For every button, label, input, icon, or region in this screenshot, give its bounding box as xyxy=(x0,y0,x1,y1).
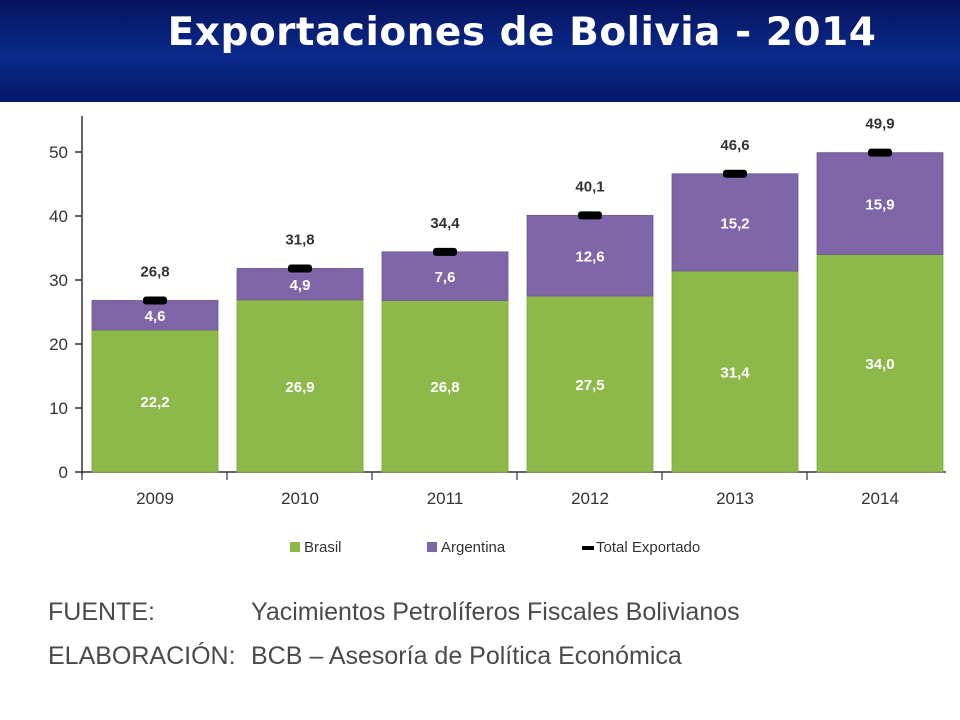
data-label-total: 34,4 xyxy=(430,215,460,232)
legend-argentina-swatch xyxy=(427,542,437,552)
bar-brasil xyxy=(236,299,364,473)
bar-argentina xyxy=(671,173,799,272)
data-label-total: 46,6 xyxy=(720,137,749,154)
data-label-argentina: 7,6 xyxy=(435,269,456,286)
data-label-argentina: 15,2 xyxy=(720,215,749,232)
y-tick-label: 20 xyxy=(49,335,68,354)
source-line: FUENTE: Yacimientos Petrolíferos Fiscales… xyxy=(48,598,740,627)
legend-argentina-label: Argentina xyxy=(441,539,506,556)
bar-brasil xyxy=(526,295,654,473)
legend-total-swatch xyxy=(582,546,594,550)
total-marker xyxy=(433,247,457,256)
data-label-total: 49,9 xyxy=(865,116,894,133)
x-tick-label: 2013 xyxy=(716,489,754,508)
total-marker xyxy=(868,148,892,157)
bar-argentina xyxy=(816,152,944,255)
bar-brasil xyxy=(91,329,219,473)
data-label-brasil: 31,4 xyxy=(720,365,750,382)
bar-argentina xyxy=(91,300,219,331)
elaboration-line: ELABORACIÓN: BCB – Asesoría de Política E… xyxy=(48,642,682,671)
stacked-bar-chart: 0 10 20 30 40 50 22,2 4,6 26,8 2009 26,9 4,9 31,8 201… xyxy=(49,116,946,556)
data-label-brasil: 34,0 xyxy=(865,356,894,373)
bar-argentina xyxy=(236,268,364,301)
data-label-brasil: 26,9 xyxy=(285,379,314,396)
x-tick-label: 2014 xyxy=(861,489,899,508)
y-tick-label: 30 xyxy=(49,271,68,290)
x-tick-label: 2012 xyxy=(571,489,609,508)
y-tick-label: 10 xyxy=(49,399,68,418)
source-label: FUENTE: xyxy=(48,598,155,626)
source-value: Yacimientos Petrolíferos Fiscales Bolivi… xyxy=(251,598,740,626)
total-marker xyxy=(143,296,167,305)
elaboration-value: BCB – Asesoría de Política Económica xyxy=(251,642,682,670)
data-label-argentina: 12,6 xyxy=(575,249,604,266)
page-title: Exportaciones de Bolivia - 2014 xyxy=(167,10,877,55)
bar-brasil xyxy=(671,270,799,473)
data-label-total: 26,8 xyxy=(140,263,169,280)
legend-brasil-label: Brasil xyxy=(304,539,342,556)
total-marker xyxy=(723,169,747,178)
x-tick-label: 2011 xyxy=(427,489,464,508)
x-tick-label: 2010 xyxy=(281,489,319,508)
total-marker xyxy=(578,211,602,220)
bar-brasil xyxy=(816,253,944,473)
legend-brasil-swatch xyxy=(290,542,300,552)
data-label-total: 40,1 xyxy=(575,178,604,195)
data-label-brasil: 26,8 xyxy=(430,379,459,396)
data-label-total: 31,8 xyxy=(285,231,314,248)
y-tick-label: 50 xyxy=(49,143,68,162)
title-banner: Exportaciones de Bolivia - 2014 xyxy=(0,0,960,102)
elaboration-label: ELABORACIÓN: xyxy=(48,642,236,670)
bar-argentina xyxy=(381,251,509,301)
y-tick-label: 0 xyxy=(59,463,68,482)
data-label-argentina: 15,9 xyxy=(865,197,894,214)
data-label-brasil: 27,5 xyxy=(575,377,604,394)
y-tick-label: 40 xyxy=(49,207,68,226)
data-label-brasil: 22,2 xyxy=(140,394,169,411)
bar-brasil xyxy=(381,300,509,473)
bar-argentina xyxy=(526,214,654,297)
total-marker xyxy=(288,264,312,273)
data-label-argentina: 4,9 xyxy=(290,277,311,294)
legend-total-label: Total Exportado xyxy=(596,539,700,556)
data-label-argentina: 4,6 xyxy=(145,308,166,325)
x-tick-label: 2009 xyxy=(136,489,174,508)
